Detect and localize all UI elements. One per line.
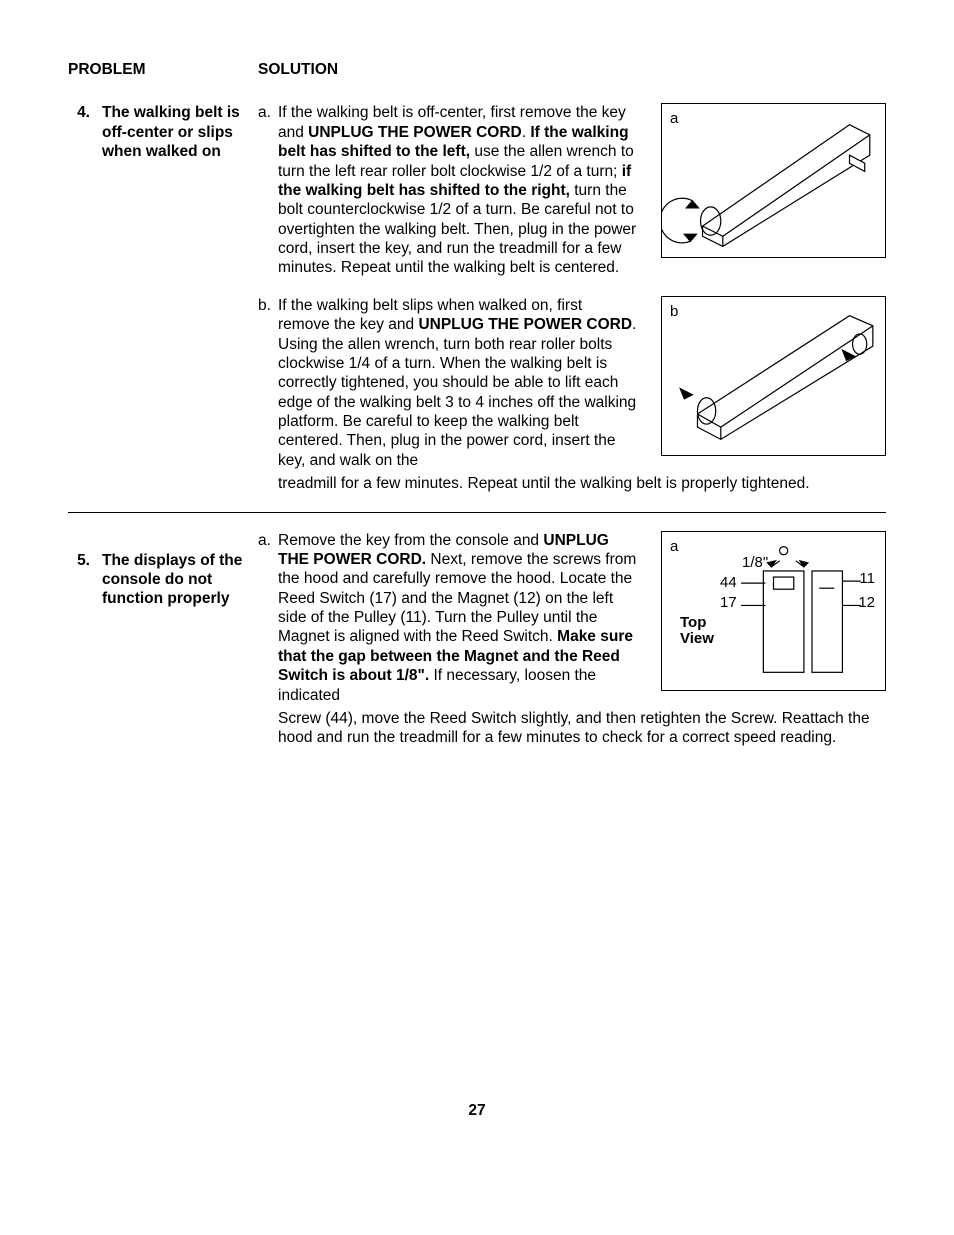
problem-text: The walking belt is off-center or slips … xyxy=(102,103,258,493)
solution-letter: a. xyxy=(258,531,278,705)
figure-4a: a xyxy=(661,103,886,258)
header-problem: PROBLEM xyxy=(68,60,258,79)
reed-switch-diagram-icon xyxy=(662,532,885,690)
solution-4b-continuation: treadmill for a few minutes. Repeat unti… xyxy=(278,474,886,493)
treadmill-tighten-icon xyxy=(662,297,885,455)
solution-4a: a. If the walking belt is off-center, fi… xyxy=(258,103,886,277)
problem-text: The displays of the console do not funct… xyxy=(102,531,258,748)
solution-text: If the walking belt is off-center, first… xyxy=(278,103,649,277)
solution-5a-continuation: Screw (44), move the Reed Switch slightl… xyxy=(278,709,886,748)
divider xyxy=(68,512,886,513)
troubleshoot-item-5: 5. The displays of the console do not fu… xyxy=(68,531,886,748)
solution-text: If the walking belt slips when walked on… xyxy=(278,296,649,470)
solution-letter: b. xyxy=(258,296,278,470)
table-header: PROBLEM SOLUTION xyxy=(68,60,886,79)
solution-letter: a. xyxy=(258,103,278,277)
item-number: 5. xyxy=(68,531,102,748)
solution-4b: b. If the walking belt slips when walked… xyxy=(258,296,886,470)
header-solution: SOLUTION xyxy=(258,60,886,79)
troubleshoot-item-4: 4. The walking belt is off-center or sli… xyxy=(68,103,886,493)
solution-text: Remove the key from the console and UNPL… xyxy=(278,531,649,705)
page-number: 27 xyxy=(68,1101,886,1120)
solution-5a: a. Remove the key from the console and U… xyxy=(258,531,886,705)
figure-5a: a 1/8" 44 17 11 12 Top View xyxy=(661,531,886,691)
item-number: 4. xyxy=(68,103,102,493)
treadmill-roller-icon xyxy=(662,104,885,257)
figure-4b: b xyxy=(661,296,886,456)
